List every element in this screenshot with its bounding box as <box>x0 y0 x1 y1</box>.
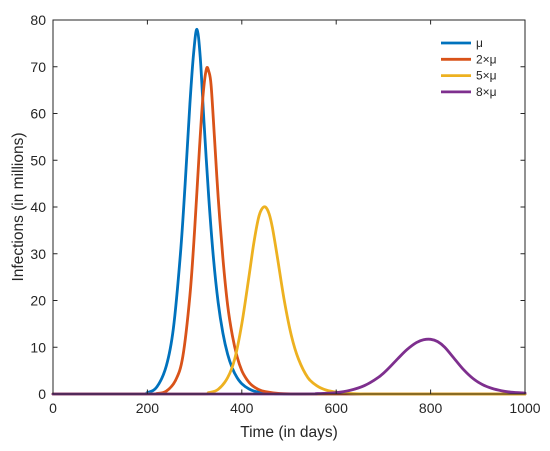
x-tick-label: 1000 <box>509 400 540 416</box>
series-line-3 <box>51 205 527 396</box>
series-line-4 <box>51 337 527 396</box>
y-tick-label: 50 <box>30 152 46 168</box>
x-tick-label: 600 <box>325 400 349 416</box>
y-tick-label: 60 <box>30 106 46 122</box>
y-axis-title: Infections (in millions) <box>10 132 27 281</box>
ticks-layer: 0 200 400 600 800 1000 0 10 20 30 40 50 60 70 80 <box>30 12 540 416</box>
legend: μ 2×μ 5×μ 8×μ <box>441 36 497 99</box>
legend-label: 5×μ <box>476 69 497 83</box>
legend-label: 2×μ <box>476 52 497 66</box>
y-tick-label: 70 <box>30 59 46 75</box>
x-axis-title: Time (in days) <box>240 424 338 441</box>
x-tick-label: 200 <box>136 400 160 416</box>
y-tick-label: 10 <box>30 339 46 355</box>
series-line-2 <box>51 65 527 396</box>
y-tick-label: 40 <box>30 199 46 215</box>
series-line-1 <box>51 27 527 396</box>
y-tick-label: 0 <box>38 386 46 402</box>
x-tick-label: 800 <box>419 400 443 416</box>
y-tick-label: 30 <box>30 246 46 262</box>
x-tick-label: 400 <box>230 400 254 416</box>
legend-label: μ <box>476 36 483 50</box>
series-layer <box>51 27 527 396</box>
x-tick-label: 0 <box>49 400 57 416</box>
y-tick-label: 80 <box>30 12 46 28</box>
y-tick-label: 20 <box>30 293 46 309</box>
legend-label: 8×μ <box>476 85 497 99</box>
